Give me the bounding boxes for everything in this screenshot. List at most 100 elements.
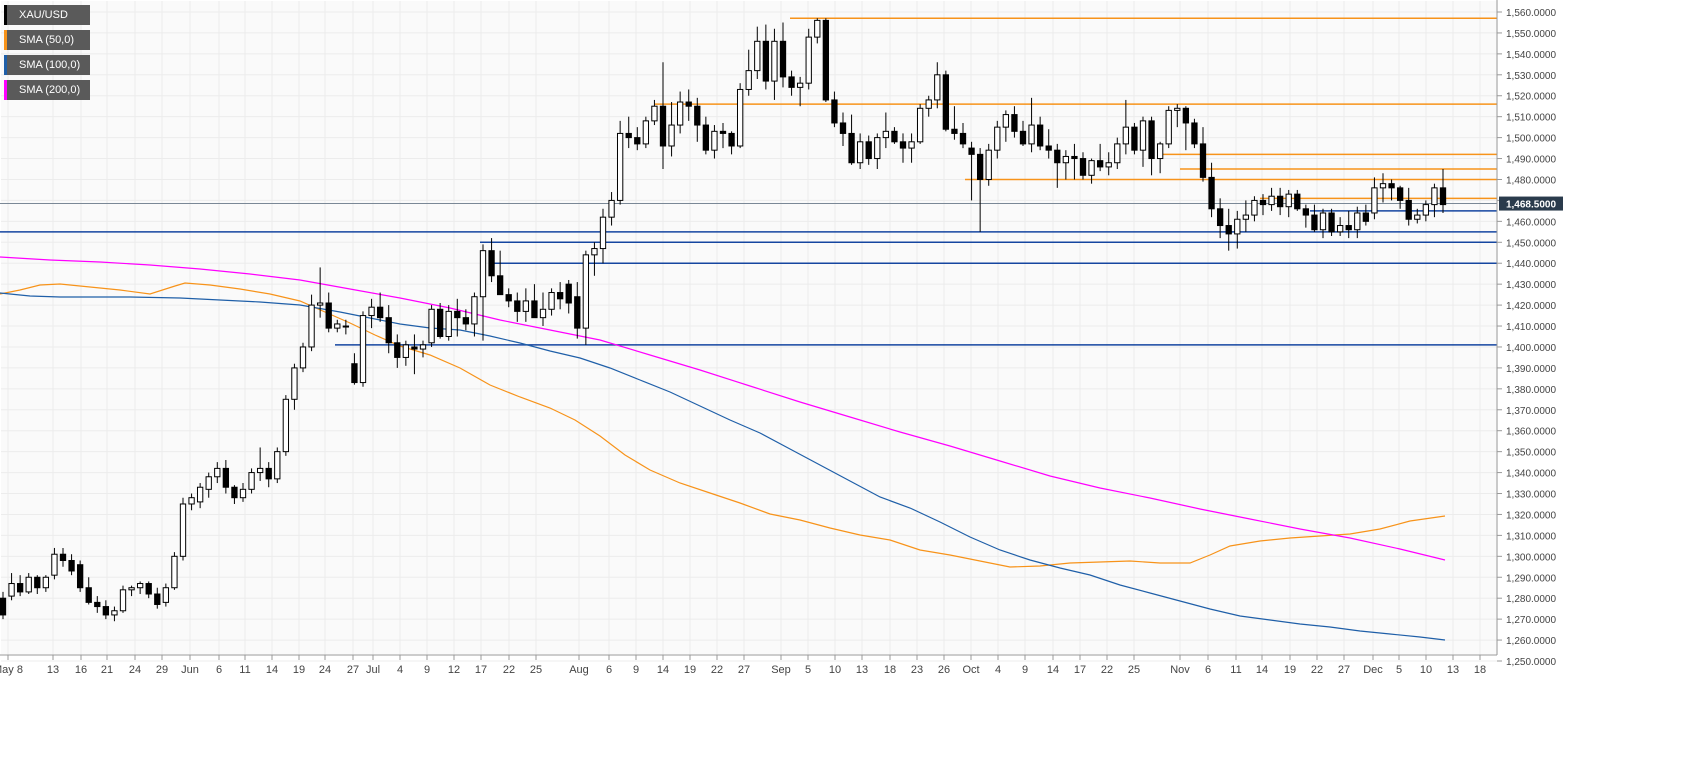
candle-body: [299, 346, 307, 369]
candle-body: [171, 555, 178, 589]
candle-body: [188, 497, 195, 505]
x-tick-label: 19: [1284, 664, 1296, 676]
candle-body: [531, 300, 538, 319]
x-tick-label: 9: [424, 664, 430, 676]
candle-body: [68, 560, 75, 572]
y-tick-label: 1,420.0000: [1506, 301, 1556, 312]
legend: XAU/USD SMA (50,0) SMA (100,0) SMA (200,…: [4, 5, 91, 105]
x-tick-label: 22: [1311, 664, 1323, 676]
candle-body: [1079, 158, 1087, 176]
candle-body: [1139, 120, 1147, 151]
y-tick-label: 1,540.0000: [1506, 50, 1556, 61]
candle-body: [488, 250, 495, 277]
candle-body: [754, 40, 761, 72]
x-tick-label: 13: [1447, 664, 1459, 676]
candle-body: [951, 128, 958, 134]
candle-body: [1268, 195, 1275, 206]
x-tick-label: 6: [216, 664, 222, 676]
candlesticks: [0, 18, 1447, 622]
candle-body: [1345, 225, 1352, 231]
candle-body: [308, 304, 315, 348]
x-tick-label: 13: [47, 664, 59, 676]
candle-body: [916, 107, 924, 143]
x-tick-label: Jun: [181, 664, 199, 676]
candle-body: [51, 553, 58, 576]
x-tick-label: 13: [856, 664, 868, 676]
candle-body: [719, 130, 727, 134]
x-tick-label: 18: [1474, 664, 1486, 676]
legend-item-sma100[interactable]: SMA (100,0): [4, 55, 91, 75]
candle-body: [16, 583, 24, 593]
candle-body: [1165, 109, 1172, 145]
candle-body: [685, 101, 692, 107]
candle-body: [1379, 183, 1387, 189]
candle-body: [805, 36, 812, 84]
x-tick-label: 10: [829, 664, 841, 676]
x-tick-label: 17: [1074, 664, 1086, 676]
candle-body: [891, 130, 898, 143]
candle-body: [102, 606, 110, 616]
candle-body: [865, 141, 872, 160]
legend-item-sma50[interactable]: SMA (50,0): [4, 30, 91, 50]
candle-body: [8, 583, 15, 597]
candle-body: [625, 132, 632, 139]
candle-body: [1242, 214, 1250, 220]
candle-body: [1422, 204, 1430, 216]
candle-body: [505, 294, 512, 302]
candle-body: [745, 70, 752, 90]
candle-body: [848, 132, 855, 164]
legend-item-symbol[interactable]: XAU/USD: [4, 5, 91, 25]
candle-body: [822, 19, 830, 101]
candle-body: [222, 467, 230, 488]
candle-body: [788, 76, 795, 88]
candle-body: [342, 325, 350, 328]
x-tick-label: 4: [397, 664, 403, 676]
candle-body: [1156, 143, 1164, 160]
last-price-tag: [1499, 196, 1563, 211]
candle-body: [34, 576, 41, 589]
y-tick-label: 1,370.0000: [1506, 406, 1556, 417]
x-tick-label: 24: [319, 664, 331, 676]
candle-body: [514, 300, 521, 312]
candle-body: [1234, 218, 1241, 235]
y-tick-label: 1,560.0000: [1506, 8, 1556, 19]
candle-body: [394, 342, 401, 358]
candle-body: [642, 120, 650, 145]
candle-body: [1122, 126, 1130, 145]
y-tick-label: 1,280.0000: [1506, 594, 1556, 605]
candle-body: [874, 137, 881, 160]
candle-body: [471, 296, 478, 325]
x-tick-label: 18: [884, 664, 896, 676]
candle-body: [1285, 193, 1292, 208]
candle-body: [1062, 155, 1070, 164]
candle-body: [1191, 122, 1198, 145]
y-tick-label: 1,510.0000: [1506, 113, 1556, 124]
candle-body: [205, 476, 212, 490]
x-tick-label: 27: [347, 664, 359, 676]
x-tick-label: 24: [129, 664, 141, 676]
candle-body: [402, 344, 410, 358]
candle-body: [1114, 143, 1121, 164]
x-tick-label: Oct: [962, 664, 979, 676]
horizontal-levels: [0, 17, 1497, 346]
candle-body: [1259, 199, 1267, 206]
x-tick-label: 4: [995, 664, 1001, 676]
candle-body: [1045, 145, 1052, 151]
y-tick-label: 1,530.0000: [1506, 71, 1556, 82]
candle-body: [736, 88, 744, 147]
x-tick-label: 6: [1205, 664, 1211, 676]
candle-body: [411, 346, 418, 350]
candle-body: [565, 283, 572, 304]
candle-body: [882, 130, 890, 139]
candle-body: [145, 583, 152, 595]
candle-body: [1276, 195, 1284, 208]
candle-body: [248, 472, 255, 490]
candle-body: [1431, 187, 1438, 206]
x-tick-label: 22: [503, 664, 515, 676]
legend-item-sma200[interactable]: SMA (200,0): [4, 80, 91, 100]
x-tick-label: 25: [530, 664, 542, 676]
x-tick-label: 11: [1230, 664, 1241, 676]
candle-body: [779, 40, 787, 78]
y-tick-label: 1,310.0000: [1506, 531, 1556, 542]
x-tick-label: 26: [938, 664, 950, 676]
